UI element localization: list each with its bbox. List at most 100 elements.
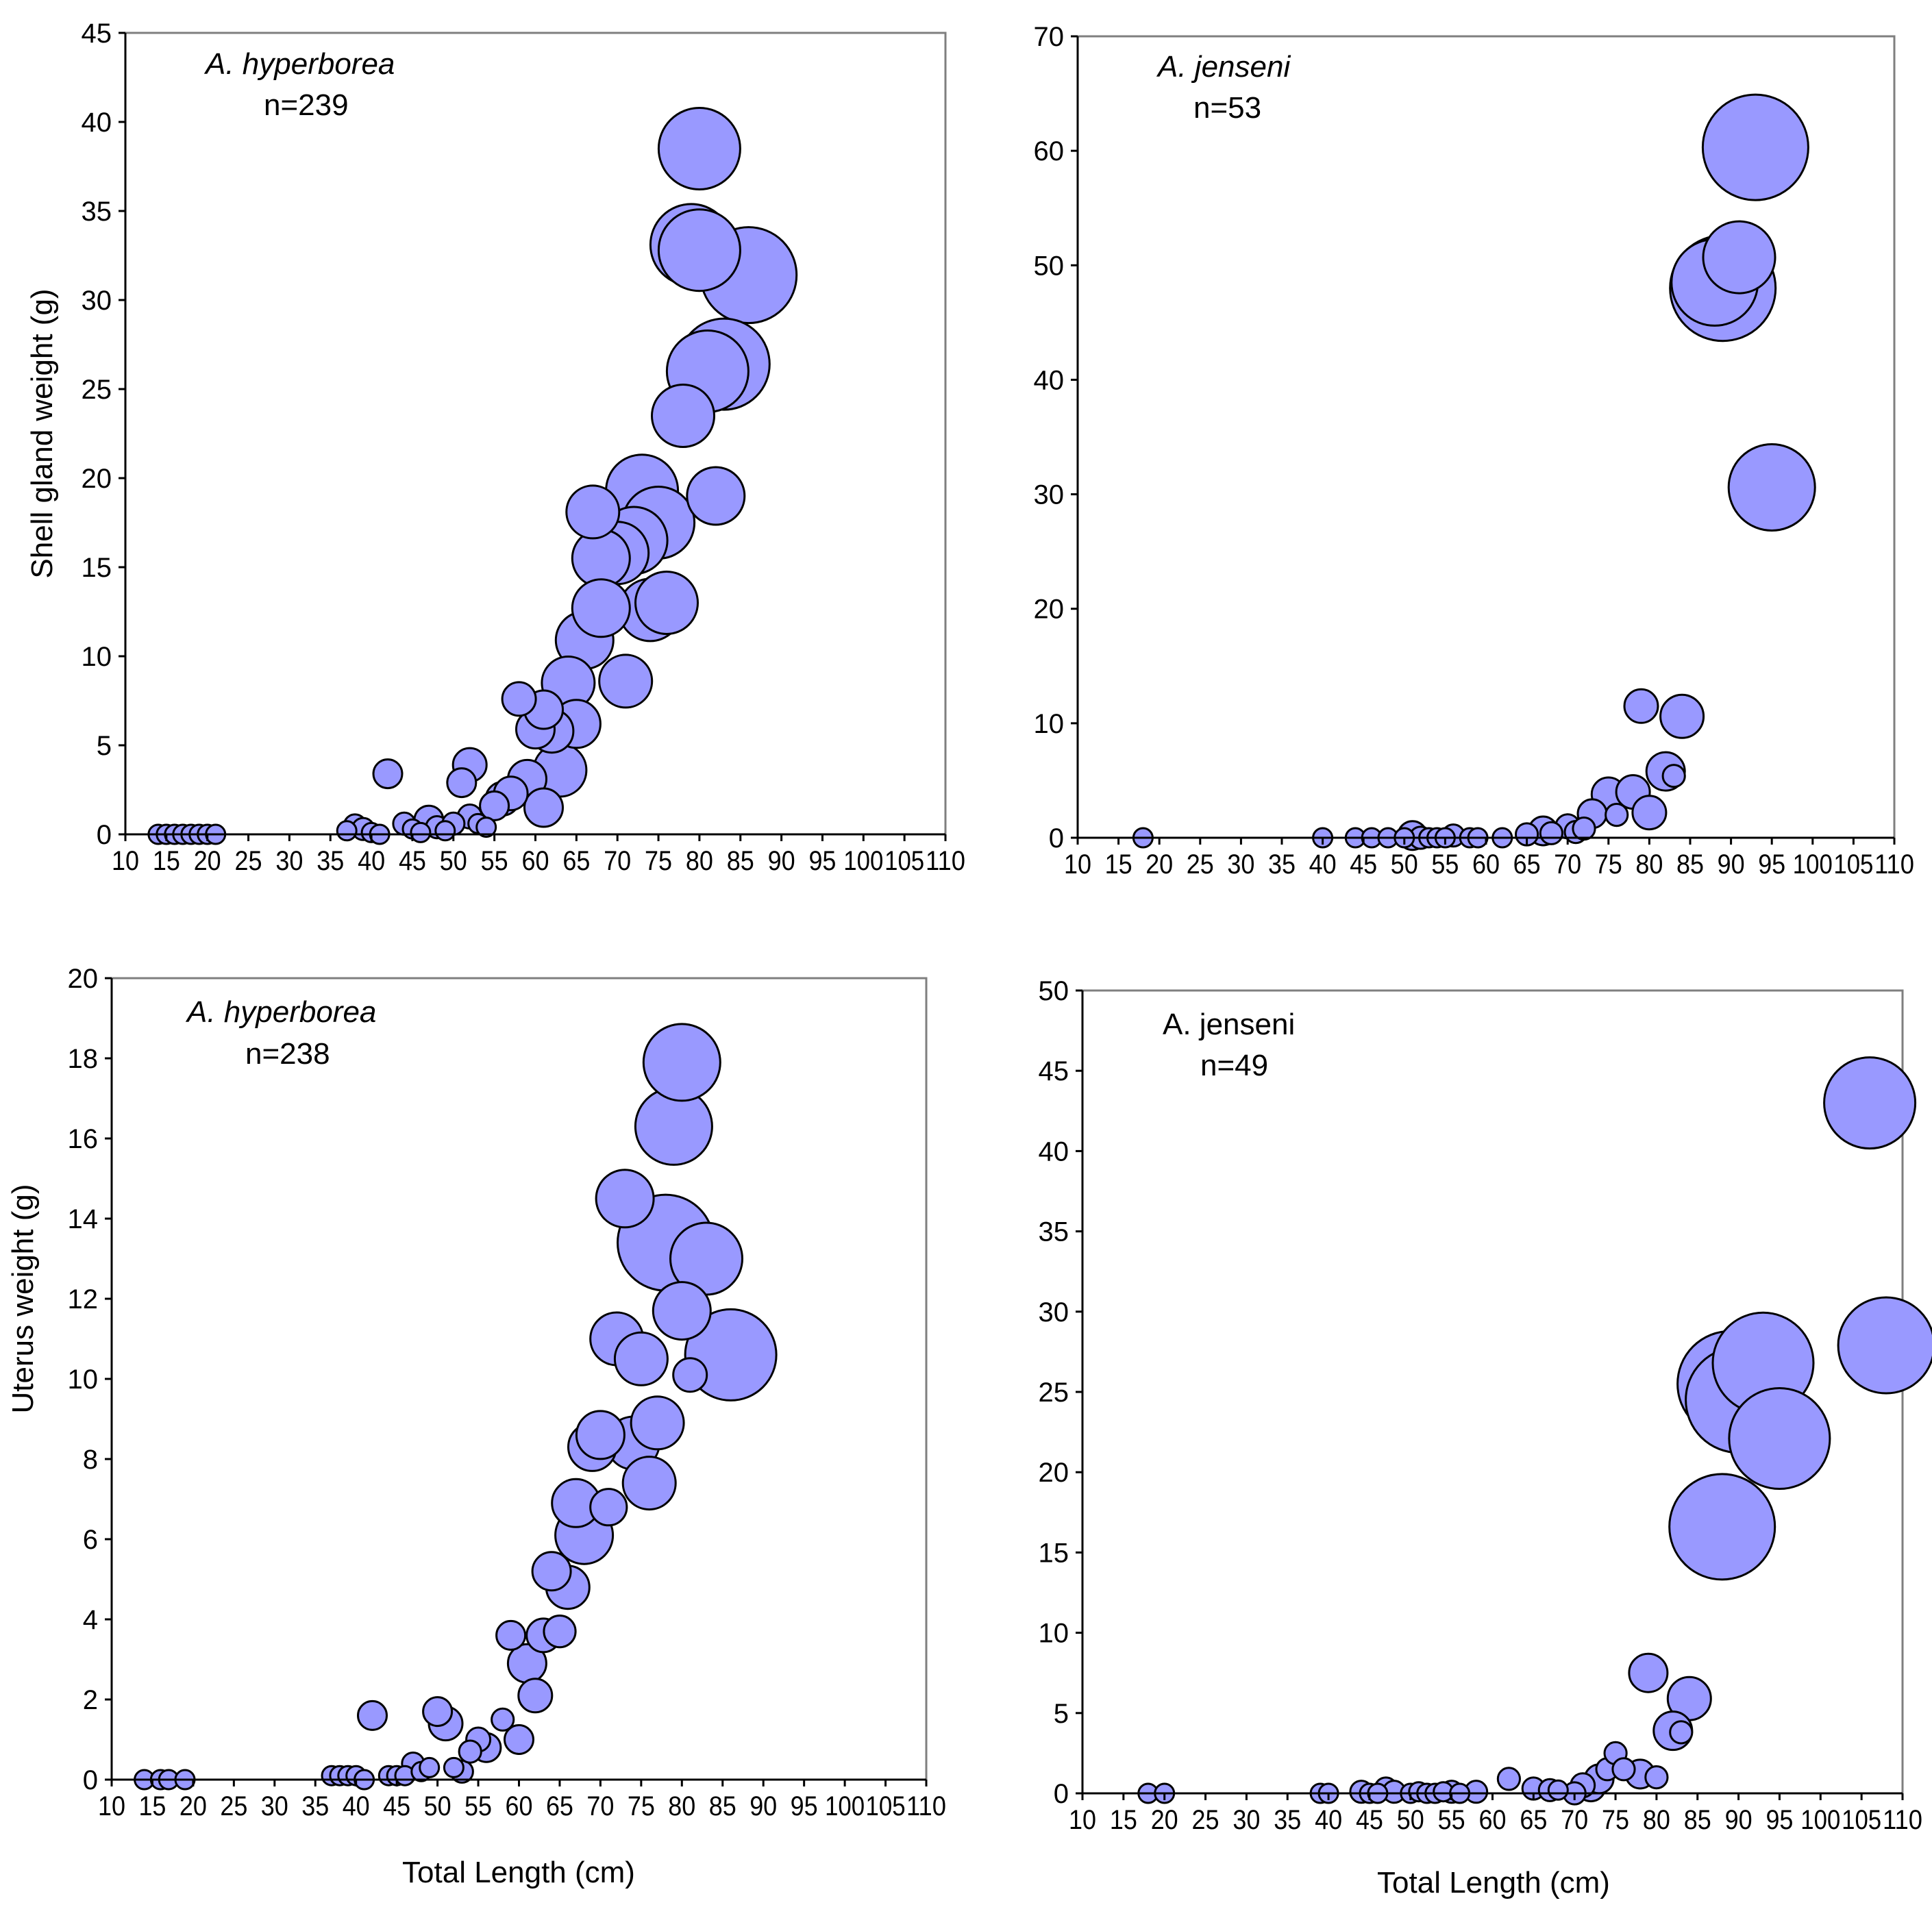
data-point-20 [458, 1739, 482, 1764]
y-tick-label: 50 [1039, 976, 1069, 1006]
x-tick-label: 35 [1268, 849, 1296, 880]
x-tick-label: 15 [1105, 849, 1132, 880]
x-tick-label: 15 [138, 1791, 166, 1821]
x-tick-label: 110 [906, 1791, 946, 1821]
x-tick-label: 70 [586, 1791, 614, 1821]
x-tick-label: 70 [604, 846, 631, 876]
x-tick-label: 100 [1800, 1805, 1840, 1835]
x-tick-label: 45 [1356, 1805, 1383, 1835]
x-tick-label: 105 [1833, 849, 1873, 880]
data-point-54 [686, 466, 746, 526]
tick-layer: 0 5 10 15 20 25 30 35 40 45 50 10 15 20 25 30 35 40 45 50 55… [1039, 976, 1923, 1835]
x-tick-label: 100 [1793, 849, 1833, 880]
data-point-38 [1728, 1387, 1831, 1490]
data-point-29 [1659, 693, 1705, 739]
data-point-21 [446, 767, 478, 799]
data-point-51 [657, 107, 741, 190]
x-tick-label: 50 [424, 1791, 451, 1821]
sample-size-label: n=49 [1200, 1049, 1268, 1082]
x-tick-label: 90 [750, 1791, 777, 1821]
x-tick-label: 40 [1315, 1805, 1342, 1835]
x-tick-label: 15 [1110, 1805, 1137, 1835]
y-tick-label: 6 [83, 1525, 98, 1555]
data-point-27 [1611, 1757, 1636, 1782]
y-tick-label: 30 [1039, 1297, 1069, 1328]
data-point-30 [543, 1615, 577, 1649]
data-point-32 [1702, 220, 1776, 295]
x-tick-label: 65 [562, 846, 590, 876]
data-point-29 [501, 681, 537, 717]
x-tick-label: 20 [179, 1791, 207, 1821]
x-tick-label: 35 [1274, 1805, 1301, 1835]
x-tick-label: 30 [1233, 1805, 1260, 1835]
data-point-17 [1496, 1767, 1521, 1791]
data-point-20 [1572, 817, 1596, 841]
data-point-26 [479, 790, 510, 821]
x-tick-label: 105 [866, 1791, 906, 1821]
y-tick-label: 10 [1034, 709, 1065, 739]
data-point-32 [523, 787, 564, 828]
data-point-35 [575, 1410, 626, 1460]
x-tick-label: 65 [1520, 1805, 1547, 1835]
data-point-13 [372, 758, 404, 790]
x-tick-label: 110 [1883, 1805, 1922, 1835]
x-tick-label: 80 [686, 846, 713, 876]
y-tick-label: 10 [82, 642, 112, 672]
x-tick-label: 50 [1391, 849, 1418, 880]
x-axis-title: Total Length (cm) [1377, 1866, 1610, 1900]
y-tick-label: 30 [82, 286, 112, 316]
data-point-52 [657, 208, 741, 292]
x-tick-label: 70 [1561, 1805, 1588, 1835]
x-tick-label: 20 [194, 846, 221, 876]
data-point-26 [1631, 795, 1668, 831]
data-point-40 [1837, 1296, 1932, 1395]
x-tick-label: 75 [645, 846, 672, 876]
x-tick-label: 90 [1718, 849, 1745, 880]
y-tick-label: 15 [1039, 1538, 1069, 1568]
x-tick-label: 75 [628, 1791, 655, 1821]
x-tick-label: 30 [261, 1791, 288, 1821]
x-tick-label: 70 [1554, 849, 1581, 880]
bubble-layer [1137, 1056, 1932, 1806]
y-tick-label: 16 [68, 1124, 99, 1154]
x-tick-label: 20 [1145, 849, 1173, 880]
y-tick-label: 8 [83, 1445, 98, 1475]
x-tick-label: 60 [1472, 849, 1500, 880]
x-tick-label: 45 [399, 846, 426, 876]
data-point-16 [410, 821, 432, 843]
data-point-42 [630, 1395, 685, 1451]
data-point-9 [357, 1699, 388, 1731]
data-point-15 [419, 1756, 441, 1778]
x-tick-label: 85 [1684, 1805, 1711, 1835]
chart-uterus-hyperborea: 0 2 4 6 8 10 12 14 16 18 20 10 15 20 25 30 35 40 45 50 55 60 6… [6, 964, 946, 1889]
x-tick-label: 55 [1431, 849, 1459, 880]
data-point-40 [613, 1331, 669, 1386]
y-tick-label: 0 [97, 820, 112, 850]
x-tick-label: 80 [1635, 849, 1663, 880]
data-point-39 [565, 484, 621, 540]
y-tick-label: 20 [1039, 1458, 1069, 1488]
species-label: A. jenseni [1163, 1008, 1295, 1041]
data-point-41 [571, 578, 631, 638]
y-tick-label: 35 [1039, 1217, 1069, 1247]
data-point-23 [1605, 803, 1629, 827]
x-axis-title: Total Length (cm) [402, 1856, 635, 1889]
data-point-36 [589, 1488, 628, 1527]
y-tick-label: 40 [82, 108, 112, 138]
x-tick-label: 75 [1595, 849, 1622, 880]
y-tick-label: 15 [82, 553, 112, 583]
sample-size-label: n=53 [1193, 91, 1261, 125]
x-tick-label: 95 [791, 1791, 818, 1821]
data-point-23 [491, 1707, 515, 1732]
x-tick-label: 35 [301, 1791, 329, 1821]
y-tick-label: 0 [83, 1765, 98, 1795]
x-tick-label: 110 [926, 846, 965, 876]
y-tick-label: 20 [68, 964, 99, 994]
y-tick-label: 0 [1049, 823, 1064, 854]
sample-size-label: n=238 [245, 1037, 330, 1071]
x-tick-label: 45 [383, 1791, 410, 1821]
y-tick-label: 0 [1054, 1779, 1069, 1809]
chart-uterus-jenseni: 0 5 10 15 20 25 30 35 40 45 50 10 15 20 25 30 35 40 45 50 55… [1039, 976, 1932, 1900]
x-tick-label: 60 [1479, 1805, 1507, 1835]
